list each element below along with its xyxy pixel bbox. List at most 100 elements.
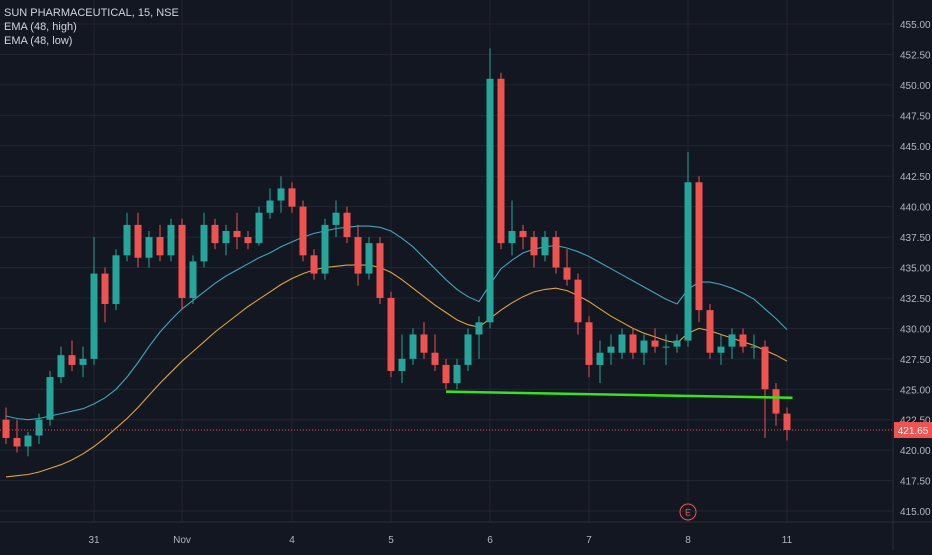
last-price-badge — [894, 422, 932, 439]
ema-low-line — [5, 264, 788, 478]
y-tick-label: 415.00 — [900, 507, 931, 518]
candle-down — [68, 355, 76, 365]
candle-down — [497, 78, 505, 244]
y-tick-label: 435.00 — [900, 264, 931, 275]
ema-high-line — [5, 225, 788, 421]
candle-up — [453, 364, 461, 384]
candle-down — [552, 237, 560, 268]
price-axis[interactable]: 455.00 452.50 450.00 447.50 445.00 442.50 440.… — [900, 20, 931, 518]
candle-down — [706, 310, 714, 353]
y-tick-label: 432.50 — [900, 294, 931, 305]
ema-low-legend[interactable]: EMA (48, low) — [4, 35, 73, 47]
candle-up — [475, 322, 483, 335]
earnings-icon — [679, 503, 697, 521]
candle-up — [662, 346, 670, 348]
candle-up — [618, 334, 626, 353]
candle-up — [365, 243, 373, 274]
candle-down — [310, 255, 318, 274]
y-tick-label: 422.50 — [900, 416, 931, 427]
candle-down — [156, 237, 164, 256]
time-axis[interactable]: 31 Nov 4 5 6 7 8 11 — [88, 535, 792, 546]
candle-up — [541, 237, 549, 256]
candle-down — [13, 437, 21, 447]
ema-lines — [5, 225, 788, 478]
candle-up — [409, 334, 417, 359]
x-tick-label: 11 — [782, 535, 793, 546]
candle-up — [464, 334, 472, 365]
candle-down — [387, 297, 395, 371]
candle-up — [684, 182, 692, 341]
y-tick-label: 437.50 — [900, 233, 931, 244]
overlays: 421.65 E — [0, 390, 932, 521]
candle-down — [101, 273, 109, 305]
candle-down — [420, 334, 428, 353]
y-tick-label: 420.00 — [900, 446, 931, 457]
candle-up — [673, 340, 681, 347]
candle-down — [563, 267, 571, 280]
candle-down — [354, 237, 362, 274]
candle-up — [508, 230, 516, 244]
candle-up — [266, 200, 274, 213]
candle-down — [134, 224, 142, 258]
last-price-label: 421.65 — [898, 426, 929, 437]
candle-up — [90, 273, 98, 359]
candle-up — [255, 212, 263, 244]
candle-down — [343, 212, 351, 238]
candle-up — [46, 377, 54, 420]
candle-up — [35, 419, 43, 436]
candle-down — [783, 413, 791, 431]
candle-up — [167, 224, 175, 256]
y-tick-label: 417.50 — [900, 477, 931, 488]
candle-down — [530, 237, 538, 256]
y-tick-label: 452.50 — [900, 50, 931, 61]
candle-up — [57, 355, 65, 378]
candle-up — [222, 230, 230, 244]
candle-down — [761, 346, 769, 390]
candle-up — [189, 261, 197, 298]
candle-down — [2, 419, 10, 438]
candle-up — [640, 340, 648, 353]
candle-down — [244, 237, 252, 244]
candle-down — [574, 279, 582, 323]
candle-up — [112, 255, 120, 305]
y-tick-label: 430.00 — [900, 324, 931, 335]
candle-up — [728, 334, 736, 347]
y-tick-label: 440.00 — [900, 203, 931, 214]
candle-down — [519, 230, 527, 238]
candle-down — [233, 230, 241, 238]
candle-down — [695, 182, 703, 311]
candle-up — [486, 78, 494, 323]
y-tick-label: 427.50 — [900, 355, 931, 366]
candle-up — [607, 346, 615, 353]
candle-up — [277, 188, 285, 201]
candle-down — [739, 334, 747, 347]
x-tick-label: 4 — [289, 535, 295, 546]
x-tick-label: 31 — [88, 535, 100, 546]
ema-high-legend[interactable]: EMA (48, high) — [4, 21, 77, 33]
candle-down — [629, 334, 637, 353]
y-tick-label: 450.00 — [900, 81, 931, 92]
y-tick-label: 425.00 — [900, 385, 931, 396]
symbol-title[interactable]: SUN PHARMACEUTICAL, 15, NSE — [4, 7, 179, 19]
x-tick-label: 5 — [388, 535, 394, 546]
candle-down — [585, 322, 593, 365]
candle-up — [332, 212, 340, 225]
support-trendline — [445, 390, 793, 400]
candle-down — [442, 364, 450, 384]
candle-down — [431, 352, 439, 365]
chart-legend: SUN PHARMACEUTICAL, 15, NSE EMA (48, hig… — [4, 6, 179, 48]
candle-down — [288, 188, 296, 207]
candle-down — [178, 224, 186, 298]
candle-up — [717, 346, 725, 353]
candle-up — [24, 435, 32, 447]
candle-down — [651, 340, 659, 347]
candle-down — [211, 224, 219, 244]
y-tick-label: 455.00 — [900, 20, 931, 31]
x-tick-label: 7 — [586, 535, 592, 546]
x-tick-label: 8 — [685, 535, 691, 546]
y-tick-label: 442.50 — [900, 172, 931, 183]
